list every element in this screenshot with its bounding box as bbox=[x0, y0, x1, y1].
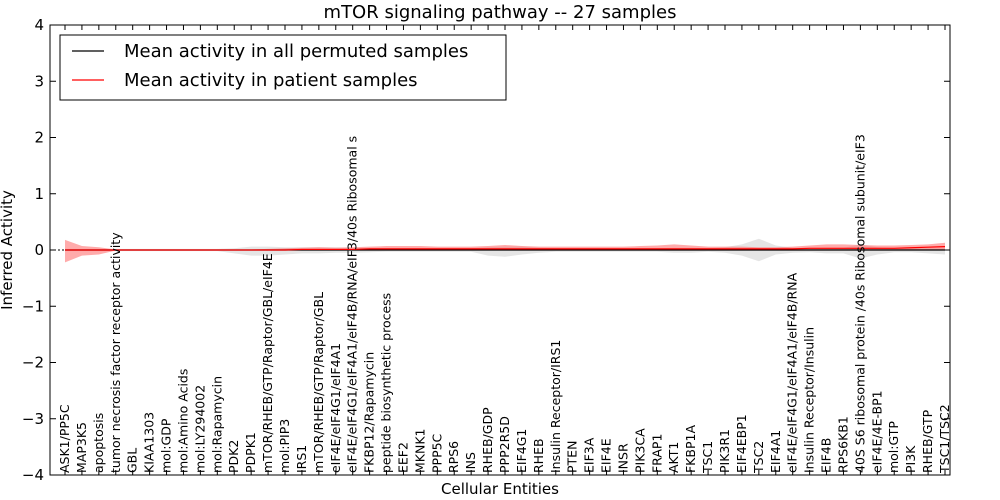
x-tick-label: GBL bbox=[125, 448, 140, 473]
x-tick-label: EEF2 bbox=[395, 442, 410, 473]
x-tick-label: RPS6 bbox=[446, 441, 461, 473]
y-axis: −4 −3 −2 −1 0 1 2 3 4 bbox=[22, 16, 950, 484]
x-tick-label: ASK1/PP5C bbox=[57, 404, 72, 473]
x-tick-label: PI3K bbox=[903, 445, 918, 473]
x-axis: ASK1/PP5C MAP3K5 apoptosis tumor necrosis f… bbox=[57, 25, 952, 475]
legend-label-series-2: Mean activity in patient samples bbox=[124, 70, 418, 91]
x-tick-label: TSC1/TSC2 bbox=[937, 404, 952, 474]
x-tick-label: EIF4G1 bbox=[514, 429, 529, 473]
x-tick-label: 40S S6 ribosomal protein /40s Ribosomal … bbox=[852, 134, 867, 473]
y-tick-label: −1 bbox=[22, 297, 44, 315]
y-tick-label: 1 bbox=[34, 185, 44, 203]
series-2-line bbox=[65, 246, 946, 251]
y-tick-label: 0 bbox=[34, 241, 44, 259]
x-tick-label: RHEB/GTP bbox=[920, 409, 935, 473]
x-tick-label: KIAA1303 bbox=[142, 412, 157, 473]
y-axis-label: Inferred Activity bbox=[0, 190, 16, 310]
x-tick-label: TSC2 bbox=[751, 441, 766, 474]
x-tick-label: mol:Amino Acids bbox=[175, 369, 190, 473]
x-tick-label: apoptosis bbox=[91, 413, 106, 473]
legend-box bbox=[59, 34, 507, 101]
y-tick-label: −2 bbox=[22, 354, 44, 372]
chart-title: mTOR signaling pathway -- 27 samples bbox=[324, 2, 677, 23]
x-tick-label: Insulin Receptor/Insulin bbox=[802, 327, 817, 473]
x-tick-label: INS bbox=[463, 452, 478, 473]
x-tick-label: PIK3CA bbox=[632, 428, 647, 473]
x-tick-label: EIF4EBP1 bbox=[734, 414, 749, 473]
x-tick-label: mTOR/RHEB/GTP/Raptor/GBL bbox=[311, 292, 326, 473]
series-lines bbox=[65, 246, 946, 251]
x-tick-label: EIF3A bbox=[582, 437, 597, 473]
x-tick-label: MKNK1 bbox=[412, 429, 427, 473]
y-tick-label: −3 bbox=[22, 410, 44, 428]
x-tick-label: PTEN bbox=[565, 441, 580, 473]
x-tick-label: MAP3K5 bbox=[74, 422, 89, 473]
legend-label-series-1: Mean activity in all permuted samples bbox=[124, 41, 468, 62]
x-tick-label: mTOR/RHEB/GTP/Raptor/GBL/eIF4E bbox=[260, 253, 275, 473]
x-tick-label: eIF4E/eIF4G1/eIF4A1 bbox=[328, 343, 343, 473]
x-tick-label: mol:LY294002 bbox=[192, 385, 207, 473]
y-tick-label: 4 bbox=[34, 16, 44, 34]
x-tick-label: PDK2 bbox=[226, 440, 241, 473]
x-tick-label: eIF4E/eIF4G1/eIF4A1/eIF4B/RNA bbox=[785, 272, 800, 473]
x-tick-label: TSC1 bbox=[700, 441, 715, 474]
x-tick-label: PDPK1 bbox=[243, 432, 258, 473]
x-tick-label: EIF4E bbox=[599, 438, 614, 473]
x-tick-label: PPP5C bbox=[429, 433, 444, 473]
x-tick-label: INSR bbox=[615, 443, 630, 473]
x-tick-label: mol:Rapamycin bbox=[209, 376, 224, 473]
x-tick-label: mol:GDP bbox=[159, 418, 174, 473]
x-tick-label: FKBP1A bbox=[683, 425, 698, 473]
x-tick-label: RHEB bbox=[531, 438, 546, 473]
y-tick-label: 3 bbox=[34, 72, 44, 90]
x-tick-label: IRS1 bbox=[294, 445, 309, 473]
x-tick-label: PIK3R1 bbox=[717, 429, 732, 473]
x-tick-label: tumor necrosis factor receptor activity bbox=[108, 232, 123, 473]
x-tick-label: mol:PIP3 bbox=[277, 419, 292, 473]
legend: Mean activity in all permuted samples Mea… bbox=[59, 34, 507, 101]
x-tick-label: Insulin Receptor/IRS1 bbox=[548, 340, 563, 473]
x-tick-label: peptide biosynthetic process bbox=[379, 293, 394, 473]
x-tick-label: EIF4B bbox=[819, 438, 834, 473]
x-tick-label: RHEB/GDP bbox=[480, 407, 495, 473]
x-axis-label: Cellular Entities bbox=[441, 480, 559, 498]
x-tick-label: mol:GTP bbox=[886, 421, 901, 473]
x-tick-label: EIF4A1 bbox=[768, 430, 783, 473]
x-tick-label: FRAP1 bbox=[649, 434, 664, 473]
y-tick-label: −4 bbox=[22, 466, 44, 484]
y-tick-label: 2 bbox=[34, 129, 44, 147]
x-tick-label: eIF4E/4E-BP1 bbox=[869, 390, 884, 473]
x-tick-label: FKBP12/Rapamycin bbox=[362, 352, 377, 473]
x-tick-label: eIF4E/eIF4G1/eIF4A1/eIF4B/RNA/eIF3/40s R… bbox=[345, 136, 360, 473]
x-tick-label: AKT1 bbox=[666, 442, 681, 473]
x-tick-label: PPP2R5D bbox=[497, 416, 512, 473]
x-tick-label: RPS6KB1 bbox=[835, 416, 850, 473]
